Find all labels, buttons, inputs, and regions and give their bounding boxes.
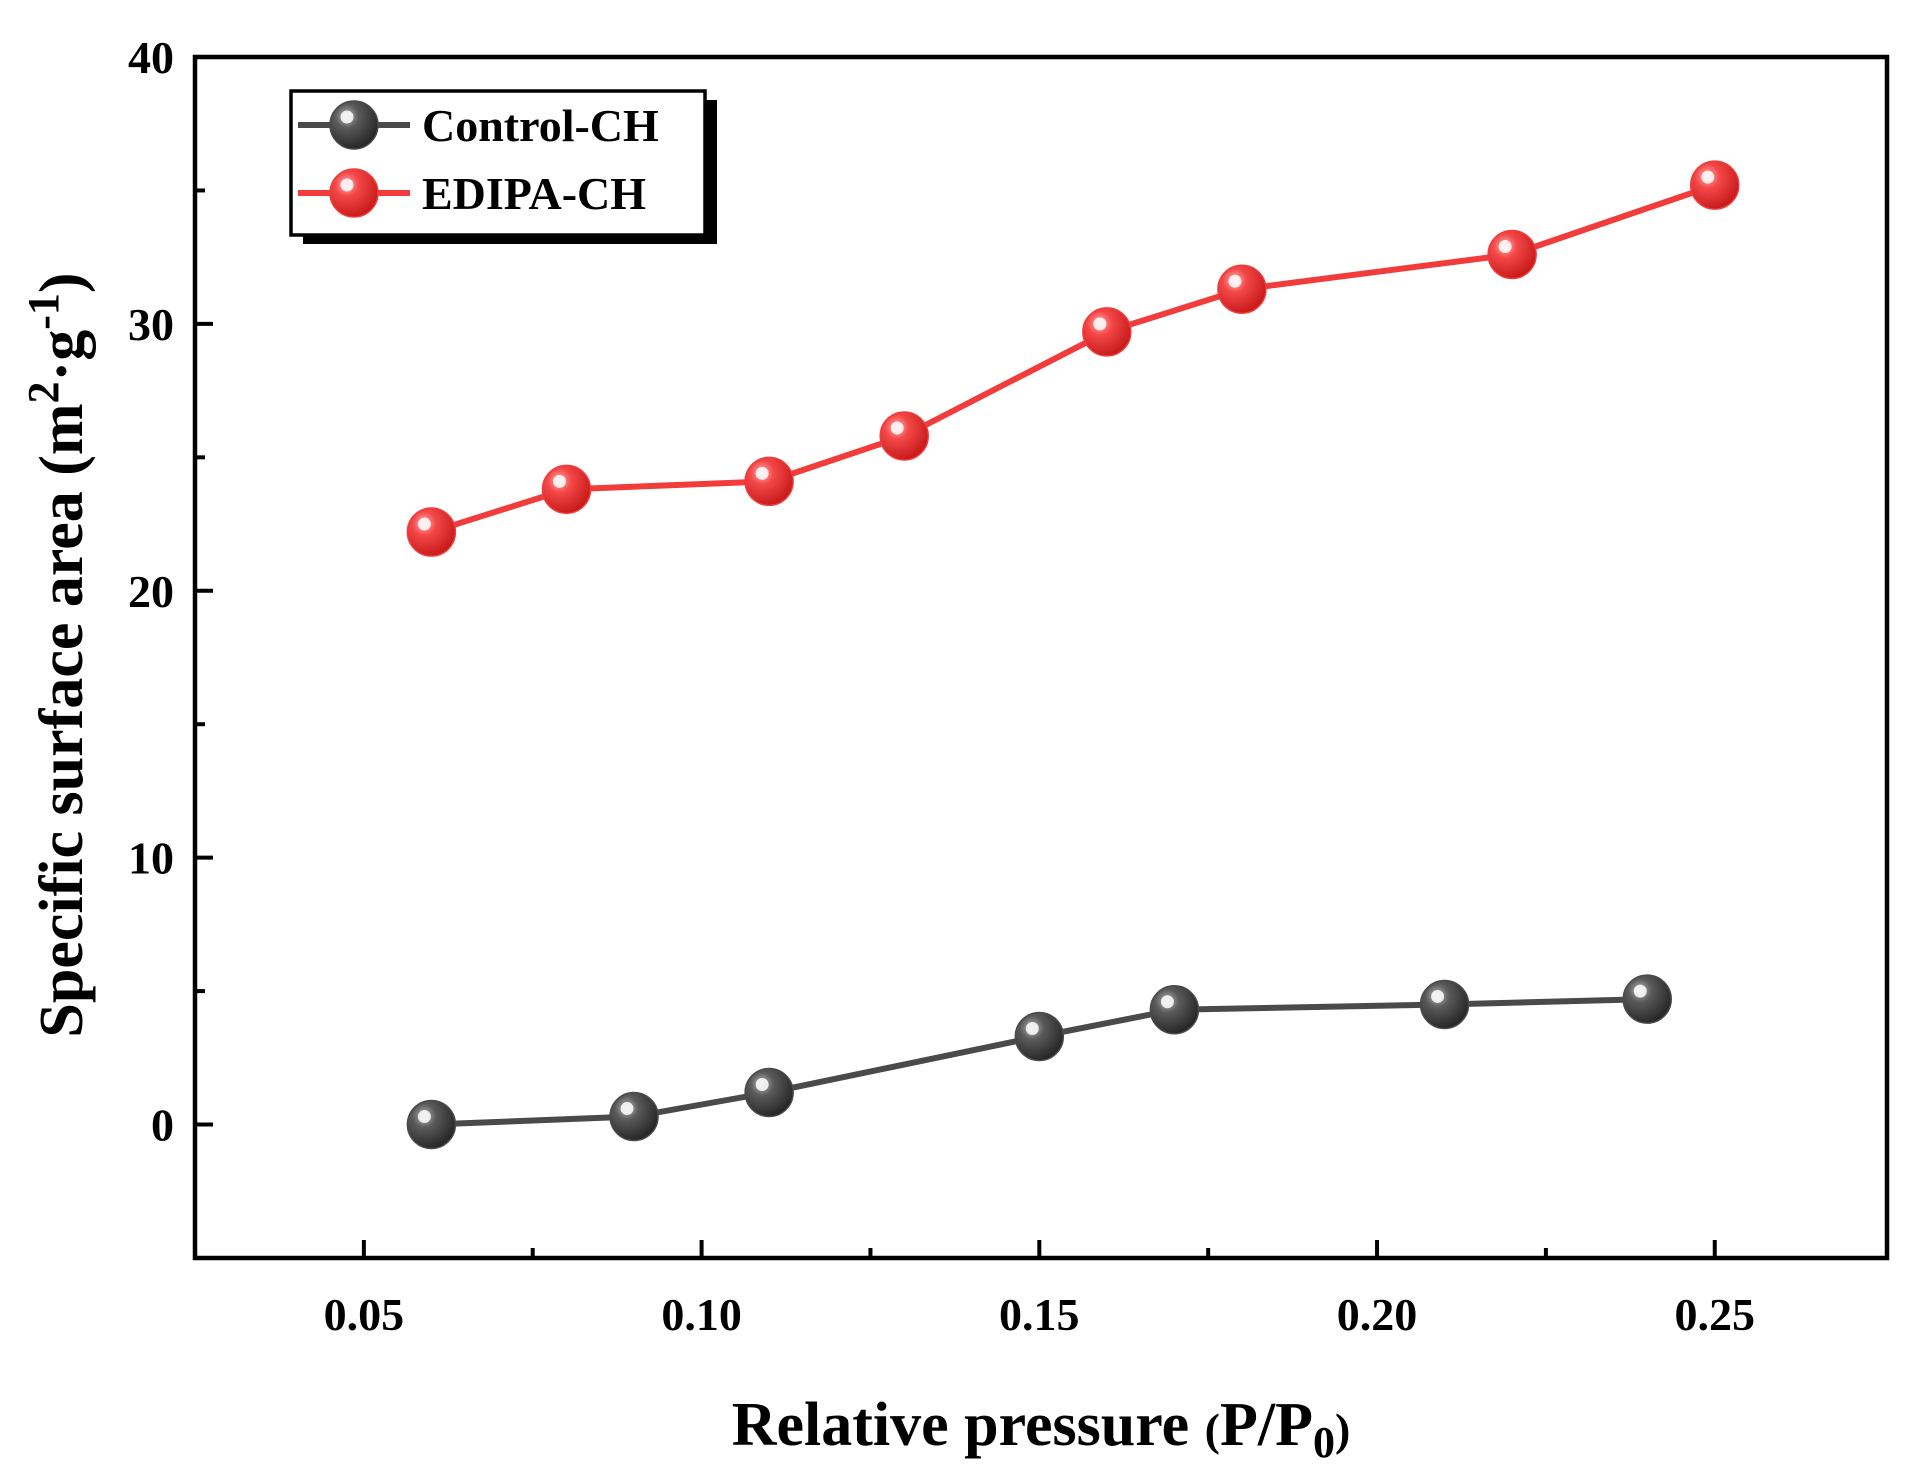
x-tick-label: 0.15 <box>999 1289 1080 1340</box>
legend-item-control-ch: Control-CH <box>298 100 659 151</box>
legend-items: Control-CH EDIPA-CH <box>298 100 659 219</box>
data-point <box>1217 264 1267 314</box>
data-point-marker <box>744 456 794 507</box>
data-point-highlight <box>417 1110 431 1124</box>
y-axis-title: Specific surface area (m2·g-1) <box>19 272 96 1037</box>
legend-marker-highlight <box>340 110 354 124</box>
data-point-highlight <box>417 517 431 531</box>
data-point-marker <box>609 1091 659 1142</box>
data-point-marker <box>1082 307 1132 357</box>
x-tick-label: 0.25 <box>1675 1289 1756 1340</box>
y-tick-label: 40 <box>128 32 174 83</box>
data-point-highlight <box>1431 989 1445 1003</box>
series-line <box>430 182 1716 535</box>
data-point-highlight <box>1228 274 1242 288</box>
data-point <box>541 464 592 515</box>
legend-label: Control-CH <box>422 100 659 151</box>
data-point-marker <box>541 464 592 515</box>
data-point-highlight <box>1498 239 1512 253</box>
legend-marker-highlight <box>340 178 354 192</box>
ticks-layer: 0.05 0.10 0.15 0.20 0.25 0 10 20 30 40 <box>128 32 1755 1340</box>
legend-marker <box>329 100 379 150</box>
y-tick-label: 30 <box>128 299 174 350</box>
data-point-highlight <box>1025 1021 1039 1035</box>
data-point <box>406 507 457 557</box>
legend: Control-CH EDIPA-CH <box>289 89 717 244</box>
data-point-marker <box>1217 264 1267 314</box>
data-point <box>744 1067 794 1118</box>
data-point <box>1622 974 1672 1024</box>
data-point-marker <box>406 1099 457 1150</box>
data-point-highlight <box>1093 317 1107 331</box>
data-point <box>1149 985 1200 1035</box>
data-point-marker <box>1419 979 1470 1030</box>
y-tick-label: 0 <box>151 1100 174 1151</box>
data-point-highlight <box>1633 984 1647 998</box>
data-point-highlight <box>552 474 566 488</box>
series-layer <box>406 160 1740 1150</box>
series-control-ch <box>406 974 1672 1150</box>
data-point <box>1487 229 1537 280</box>
x-axis-title: Relative pressure (P/P0) <box>732 1391 1351 1467</box>
y-tick-label: 20 <box>128 566 174 617</box>
series-edipa-ch <box>406 160 1740 557</box>
data-point-marker <box>1014 1011 1065 1062</box>
y-tick-label: 10 <box>128 833 174 884</box>
data-point-marker <box>744 1067 794 1118</box>
data-point-highlight <box>890 421 904 435</box>
data-point-highlight <box>755 1078 769 1092</box>
data-point <box>1419 979 1470 1030</box>
data-point-highlight <box>1160 995 1174 1009</box>
data-point-marker <box>1149 985 1200 1035</box>
data-point-highlight <box>1701 170 1715 184</box>
data-point-highlight <box>620 1102 634 1116</box>
data-point <box>609 1091 659 1142</box>
data-point-marker <box>1622 974 1672 1024</box>
data-point-marker <box>1487 229 1537 280</box>
data-point <box>1690 160 1740 210</box>
legend-item-edipa-ch: EDIPA-CH <box>298 168 646 219</box>
data-point-marker <box>406 507 457 557</box>
data-point <box>744 456 794 507</box>
data-point-highlight <box>755 466 769 480</box>
data-point-marker <box>879 411 929 461</box>
x-tick-label: 0.10 <box>661 1289 742 1340</box>
data-point <box>1082 307 1132 357</box>
legend-label: EDIPA-CH <box>422 168 646 219</box>
legend-marker <box>329 168 379 218</box>
data-point <box>406 1099 457 1150</box>
x-tick-label: 0.05 <box>324 1289 405 1340</box>
data-point-marker <box>1690 160 1740 210</box>
x-tick-label: 0.20 <box>1337 1289 1418 1340</box>
data-point <box>879 411 929 461</box>
data-point <box>1014 1011 1065 1062</box>
